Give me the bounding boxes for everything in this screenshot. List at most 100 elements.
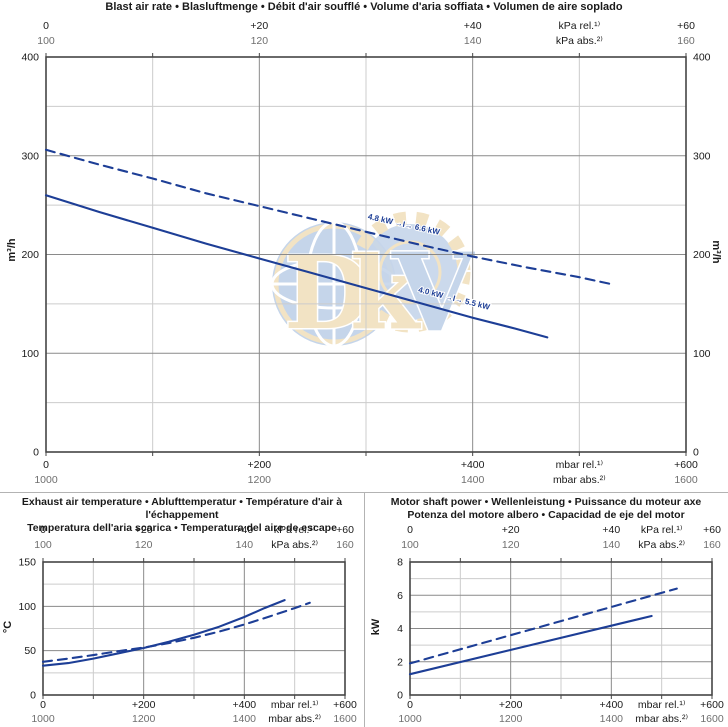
axis-tick-label: +600 — [700, 699, 724, 711]
axis-unit-label: mbar rel.¹⁾ — [638, 699, 686, 711]
axis-tick-label: +60 — [336, 524, 354, 536]
axis-ticks — [45, 53, 687, 456]
axis-label-row: 100 120 140 160 kPa abs.²⁾ — [37, 35, 695, 47]
axis-label-row: 0 +20 +40 +60 kPa rel.¹⁾ — [40, 524, 354, 536]
series-solid — [408, 614, 653, 676]
axis-tick-label: 1600 — [333, 713, 357, 725]
y-tick-label: 8 — [397, 557, 403, 569]
axis-unit-label: kPa abs.²⁾ — [638, 539, 685, 551]
axis-tick-label: 1400 — [233, 713, 257, 725]
y-axis-labels: 0 50 100 150 — [18, 557, 36, 702]
axis-tick-label: 100 — [37, 35, 55, 47]
blast-air-rate-chart: 4.8 kW →I→ 6.6 kW 4.0 kW →I→ 5.5 kW 0 +20 +4… — [21, 20, 711, 486]
y-tick-label-right: 300 — [693, 150, 711, 162]
y-tick-label-right: 400 — [693, 52, 711, 64]
axis-tick-label: +200 — [248, 459, 272, 471]
y-tick-label-right: 100 — [693, 348, 711, 360]
axis-tick-label: 1000 — [398, 713, 422, 725]
grid-major — [43, 562, 345, 695]
axis-tick-label: 160 — [336, 539, 354, 551]
axis-unit-label: kPa rel.¹⁾ — [274, 524, 316, 536]
axis-tick-label: 0 — [43, 20, 49, 32]
axis-tick-label: +400 — [461, 459, 485, 471]
axis-tick-label: +600 — [333, 699, 357, 711]
axis-unit-label: mbar abs.²⁾ — [268, 713, 321, 725]
curve-label: 4.0 kW →I→ 5.5 kW — [417, 285, 491, 312]
axis-label-row: 0 +200 +400 +600 mbar rel.¹⁾ — [43, 459, 698, 471]
series-solid — [44, 194, 549, 339]
axis-tick-label: 0 — [407, 699, 413, 711]
axis-ticks — [42, 558, 346, 699]
motor-title-line2: Potenza del motore albero • Capacidad de… — [407, 509, 685, 521]
exhaust-title-line1: Exhaust air temperature • Ablufttemperat… — [21, 496, 343, 521]
axis-tick-label: 0 — [40, 524, 46, 536]
axis-label-row: 100 120 140 160 kPa abs.²⁾ — [34, 539, 354, 551]
watermark-letter-d: D — [284, 234, 371, 352]
motor-shaft-power-chart: 0 +20 +40 +60 kPa rel.¹⁾ 100 120 140 160 kPa abs.… — [397, 524, 724, 725]
axis-tick-label: 1200 — [132, 713, 156, 725]
axis-ticks — [409, 558, 713, 699]
axis-tick-label: 160 — [677, 35, 695, 47]
axis-tick-label: 1200 — [248, 474, 272, 486]
axis-label-row: 1000 1200 1400 1600 mbar abs.²⁾ — [398, 713, 724, 725]
axis-tick-label: 100 — [401, 539, 419, 551]
y-tick-label-right: 0 — [693, 447, 699, 459]
y-axis-labels: 0 2 4 6 8 — [397, 557, 403, 702]
axis-tick-label: +600 — [674, 459, 698, 471]
axis-tick-label: 1600 — [700, 713, 724, 725]
axis-tick-label: 1400 — [461, 474, 485, 486]
gear-icon — [349, 211, 471, 333]
axis-tick-label: 1400 — [600, 713, 624, 725]
axis-label-row: 1000 1200 1400 1600 mbar abs.²⁾ — [34, 474, 698, 486]
axis-tick-label: +200 — [499, 699, 523, 711]
y-tick-label: 300 — [21, 150, 39, 162]
motor-shaft-power-title: Motor shaft power • Wellenleistung • Pui… — [364, 496, 728, 522]
axis-tick-label: +40 — [602, 524, 620, 536]
blast-air-rate-title: Blast air rate • Blasluftmenge • Débit d… — [105, 1, 623, 13]
axis-tick-label: +20 — [502, 524, 520, 536]
axis-tick-label: 120 — [251, 35, 269, 47]
y-tick-label: 200 — [21, 249, 39, 261]
axis-unit-label: mbar rel.¹⁾ — [556, 459, 604, 471]
axis-tick-label: +40 — [464, 20, 482, 32]
axis-unit-label: kPa abs.²⁾ — [556, 35, 603, 47]
axis-tick-label: 120 — [135, 539, 153, 551]
vertical-divider — [364, 492, 365, 727]
axis-unit-label: kPa abs.²⁾ — [271, 539, 318, 551]
axis-unit-label: mbar rel.¹⁾ — [271, 699, 319, 711]
watermark-letter-v: V — [391, 230, 475, 356]
axis-tick-label: 1000 — [31, 713, 55, 725]
axis-tick-label: 120 — [502, 539, 520, 551]
axis-tick-label: 100 — [34, 539, 52, 551]
axis-label-row: 0 +200 +400 +600 mbar rel.¹⁾ — [40, 699, 357, 711]
axis-tick-label: +60 — [677, 20, 695, 32]
axis-tick-label: +20 — [250, 20, 268, 32]
series-dashed — [44, 148, 613, 286]
y-tick-label: 150 — [18, 557, 36, 569]
axis-tick-label: +200 — [132, 699, 156, 711]
y-tick-label: 50 — [24, 645, 36, 657]
y-tick-label: 0 — [33, 447, 39, 459]
y-tick-label: 100 — [21, 348, 39, 360]
axis-tick-label: 0 — [43, 459, 49, 471]
motor-title-line1: Motor shaft power • Wellenleistung • Pui… — [390, 496, 702, 508]
axis-label-row: 0 +20 +40 +60 kPa rel.¹⁾ — [43, 20, 695, 32]
axis-tick-label: 1200 — [499, 713, 523, 725]
exhaust-air-temperature-title: Exhaust air temperature • Ablufttemperat… — [0, 496, 364, 535]
curve-label: 4.8 kW →I→ 6.6 kW — [367, 212, 441, 237]
y-tick-label-right: 200 — [693, 249, 711, 261]
exhaust-air-temperature-chart: 0 +20 +40 +60 kPa rel.¹⁾ 100 120 140 160 kPa abs.… — [18, 524, 357, 725]
axis-unit-label: kPa rel.¹⁾ — [641, 524, 683, 536]
axis-tick-label: +400 — [600, 699, 624, 711]
series-dashed — [41, 601, 311, 663]
y-tick-label: 100 — [18, 601, 36, 613]
axis-tick-label: +40 — [235, 524, 253, 536]
axis-tick-label: 160 — [703, 539, 721, 551]
axis-tick-label: 1600 — [674, 474, 698, 486]
y-tick-label: 4 — [397, 623, 403, 635]
dkv-watermark-logo: D k V — [270, 211, 475, 358]
series-dashed — [408, 587, 678, 665]
grid-major — [410, 562, 712, 695]
axis-label-row: 100 120 140 160 kPa abs.²⁾ — [401, 539, 721, 551]
axis-tick-label: 0 — [40, 699, 46, 711]
